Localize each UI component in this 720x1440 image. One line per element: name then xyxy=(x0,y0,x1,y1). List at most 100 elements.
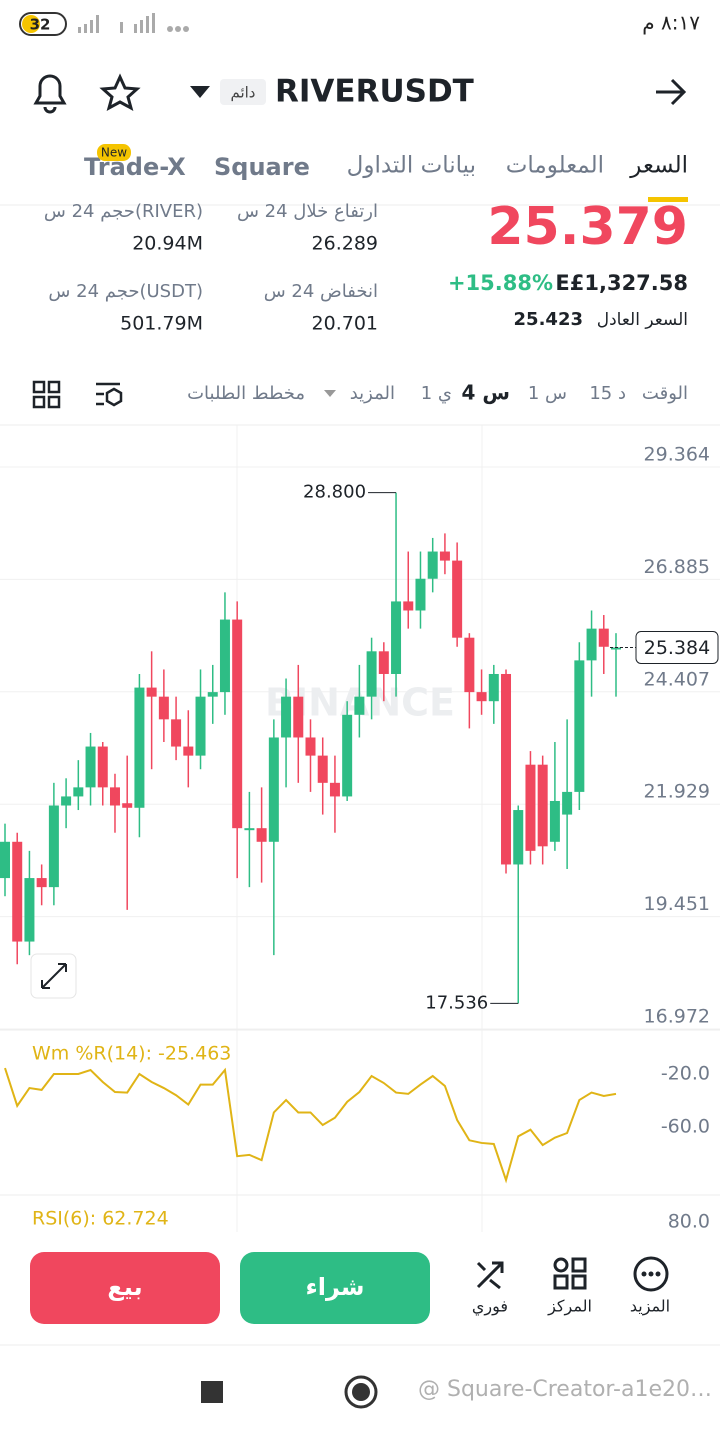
depth-chart[interactable]: مخطط الطلبات xyxy=(187,383,305,404)
candle-body xyxy=(488,673,499,702)
buy-button[interactable] xyxy=(240,1252,430,1324)
nav-recents[interactable] xyxy=(201,1381,223,1403)
stat-value: 20.94M xyxy=(132,233,203,255)
candle-body xyxy=(317,755,328,783)
candle-body xyxy=(562,791,573,815)
action-icons xyxy=(476,1256,669,1292)
candle-body xyxy=(452,560,463,638)
candle-body xyxy=(366,651,377,697)
tab[interactable]: بيانات التداول xyxy=(347,153,476,179)
nav-home[interactable] xyxy=(344,1375,378,1409)
sell-text: بيع xyxy=(107,1273,142,1301)
candle-body xyxy=(219,619,230,693)
new-badge-text: New xyxy=(101,146,127,160)
signal-icons xyxy=(78,13,189,33)
candle-body xyxy=(342,714,353,797)
more-icon[interactable] xyxy=(633,1256,669,1292)
candle-body xyxy=(513,810,524,865)
candle-body xyxy=(403,601,414,611)
candle-body xyxy=(537,764,548,847)
settings-icon[interactable] xyxy=(96,382,120,406)
candle-body xyxy=(574,660,585,792)
fair-label: السعر العادل xyxy=(597,310,688,330)
stat-value: 26.289 xyxy=(312,233,378,255)
candle-body xyxy=(501,673,512,865)
interval[interactable]: 15 د xyxy=(589,383,626,404)
candle-body xyxy=(476,692,487,702)
candle-body xyxy=(244,828,255,831)
candle-body xyxy=(611,647,621,650)
more-caret xyxy=(324,390,336,397)
candle-body xyxy=(525,764,536,851)
candle-body xyxy=(464,637,475,693)
candle-body xyxy=(293,696,304,738)
indicator-title: RSI(6): 62.724 xyxy=(32,1208,169,1230)
candle-body xyxy=(354,696,365,715)
stat-label: ارتفاع خلال 24 س xyxy=(237,201,378,222)
stat-value: 20.701 xyxy=(312,313,378,335)
y-tick-label: 24.407 xyxy=(644,668,710,690)
star-icon[interactable] xyxy=(99,73,141,112)
candle-body xyxy=(268,737,279,842)
candle-body xyxy=(134,687,145,808)
action-label: فوري xyxy=(472,1297,508,1317)
candle-body xyxy=(97,746,108,788)
tab[interactable]: السعر xyxy=(629,153,688,179)
y-tick-label: -60.0 xyxy=(661,1116,710,1138)
action-label: المزيد xyxy=(630,1297,670,1317)
candle-body xyxy=(85,746,96,788)
action-label: المركز xyxy=(547,1297,592,1317)
more-dots xyxy=(641,1271,661,1277)
position-icon[interactable] xyxy=(553,1257,569,1273)
candle-body xyxy=(281,696,292,738)
watermark: @ Square-Creator-a1e20… xyxy=(418,1377,712,1402)
tab-underline xyxy=(648,197,688,202)
candle-body xyxy=(146,687,157,697)
clock: ٨:١٧ م xyxy=(642,11,700,35)
stat-label: حجم 24 س(RIVER) xyxy=(44,201,203,222)
candle-body xyxy=(378,651,389,674)
tab[interactable]: المعلومات xyxy=(506,153,604,179)
candle-body xyxy=(0,841,10,879)
candle-body xyxy=(439,551,450,561)
candle-body xyxy=(183,746,194,756)
spot-icon[interactable] xyxy=(476,1261,504,1289)
y-tick-label: 80.0 xyxy=(668,1211,710,1233)
candle-body xyxy=(586,628,597,661)
expand-icon xyxy=(41,963,67,989)
price-change: +15.88% xyxy=(448,271,553,295)
candle-body xyxy=(158,696,169,720)
candle-body xyxy=(549,800,560,842)
fair-value: 25.423 xyxy=(514,309,583,330)
interval[interactable]: 1 س xyxy=(528,383,567,404)
annotation-label: 17.536 xyxy=(425,992,488,1013)
more-intervals[interactable]: المزيد xyxy=(350,383,395,404)
candle-body xyxy=(598,628,609,647)
back-arrow[interactable] xyxy=(656,78,687,106)
contract-type: دائم xyxy=(230,84,255,102)
tab[interactable]: Square xyxy=(214,153,310,181)
toolbar-icons xyxy=(32,380,123,409)
candle-body xyxy=(171,719,182,747)
candle-body xyxy=(122,803,133,808)
battery-text: 32 xyxy=(30,16,51,34)
candle-body xyxy=(36,878,47,888)
annotation-label: 28.800 xyxy=(303,482,366,503)
sell-button[interactable] xyxy=(30,1252,220,1324)
bell-icon[interactable] xyxy=(33,74,67,105)
symbol[interactable]: RIVERUSDT xyxy=(275,74,474,110)
candle-body xyxy=(109,787,120,806)
y-tick-label: 29.364 xyxy=(644,443,710,465)
layout-icon[interactable] xyxy=(32,380,46,394)
local-price: E£1,327.58 xyxy=(555,271,688,295)
dropdown[interactable] xyxy=(190,86,210,98)
y-tick-label: 19.451 xyxy=(644,893,710,915)
interval-active[interactable]: 4 س xyxy=(462,381,511,405)
y-tick-label: 16.972 xyxy=(644,1006,710,1028)
y-tick-label: 26.885 xyxy=(644,556,710,578)
buy-text: شراء xyxy=(305,1273,364,1301)
candle-body xyxy=(207,692,218,697)
last-price: 25.379 xyxy=(487,197,688,257)
interval[interactable]: 1 ي xyxy=(421,383,452,404)
